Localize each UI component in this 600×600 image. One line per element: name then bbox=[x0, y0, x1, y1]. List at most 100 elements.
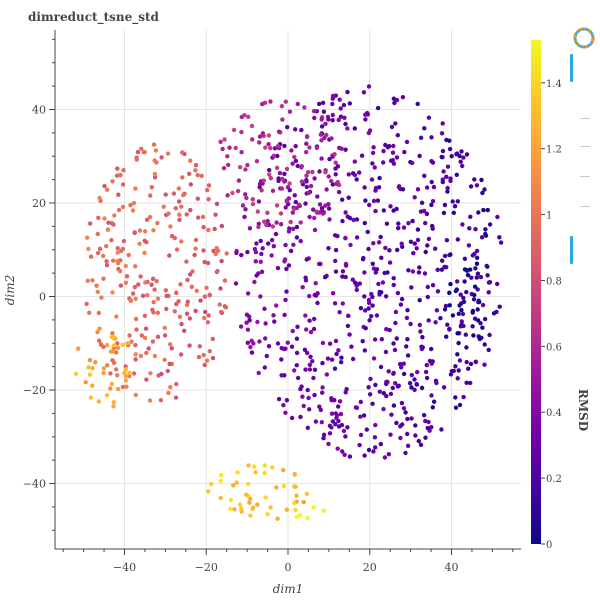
data-point bbox=[383, 142, 388, 148]
bokeh-logo-icon[interactable] bbox=[572, 26, 596, 50]
data-point bbox=[295, 101, 300, 107]
data-point bbox=[152, 158, 157, 163]
data-point bbox=[464, 289, 469, 295]
data-point bbox=[405, 308, 410, 313]
data-point bbox=[90, 366, 95, 371]
data-point bbox=[201, 225, 206, 230]
pan-tool-icon[interactable] bbox=[570, 54, 573, 82]
data-point bbox=[155, 334, 161, 339]
data-point bbox=[180, 175, 185, 180]
data-point bbox=[258, 294, 263, 299]
data-point bbox=[363, 326, 368, 331]
data-point bbox=[473, 227, 478, 232]
data-point bbox=[88, 395, 94, 400]
data-point bbox=[408, 321, 413, 327]
data-point bbox=[326, 174, 331, 179]
data-point bbox=[497, 235, 502, 240]
data-point bbox=[415, 101, 420, 107]
data-point bbox=[367, 392, 373, 397]
data-point bbox=[302, 347, 308, 352]
data-point bbox=[430, 405, 435, 410]
data-point bbox=[398, 302, 404, 307]
data-point bbox=[371, 356, 377, 361]
data-point bbox=[123, 263, 128, 269]
data-point bbox=[283, 242, 288, 248]
data-point bbox=[96, 215, 101, 220]
data-point bbox=[350, 277, 355, 282]
data-point bbox=[104, 263, 110, 268]
data-point bbox=[137, 241, 142, 246]
data-point bbox=[404, 315, 410, 321]
hover-tool-icon[interactable] bbox=[570, 236, 573, 264]
data-point bbox=[274, 220, 279, 225]
data-point bbox=[391, 208, 396, 213]
data-point bbox=[218, 139, 223, 144]
data-point bbox=[345, 323, 351, 329]
data-point bbox=[118, 283, 124, 288]
data-point bbox=[258, 238, 263, 244]
data-point bbox=[468, 380, 473, 386]
data-point bbox=[447, 138, 452, 143]
data-point bbox=[179, 321, 184, 327]
data-point bbox=[387, 248, 392, 253]
data-point bbox=[290, 161, 295, 166]
data-point bbox=[247, 500, 252, 505]
data-point bbox=[460, 311, 466, 317]
data-point bbox=[239, 129, 244, 135]
data-point bbox=[250, 201, 256, 207]
data-point bbox=[115, 246, 120, 251]
data-point bbox=[418, 442, 424, 447]
wheel-zoom-tool-icon[interactable] bbox=[580, 146, 590, 147]
data-point bbox=[312, 227, 318, 233]
data-point bbox=[240, 203, 246, 208]
data-point bbox=[95, 231, 101, 237]
data-point bbox=[312, 215, 317, 221]
data-point bbox=[387, 327, 392, 333]
data-point bbox=[391, 161, 397, 166]
data-point bbox=[370, 161, 375, 166]
data-point bbox=[260, 246, 265, 251]
data-point bbox=[412, 241, 417, 246]
data-point bbox=[421, 413, 427, 418]
data-point bbox=[343, 434, 348, 439]
data-point bbox=[391, 143, 396, 149]
data-point bbox=[310, 359, 315, 364]
data-point bbox=[247, 314, 252, 319]
data-point bbox=[193, 163, 199, 168]
data-point bbox=[293, 127, 298, 132]
data-point bbox=[294, 224, 300, 230]
data-point bbox=[389, 124, 395, 130]
data-point bbox=[303, 313, 308, 318]
data-point bbox=[168, 384, 173, 390]
save-tool-icon[interactable] bbox=[580, 176, 590, 177]
data-point bbox=[312, 115, 317, 121]
data-point bbox=[184, 259, 189, 264]
data-point bbox=[196, 354, 202, 360]
data-point bbox=[167, 361, 172, 367]
data-point bbox=[304, 179, 309, 184]
data-point bbox=[270, 465, 275, 470]
data-point bbox=[300, 394, 305, 399]
box-zoom-tool-icon[interactable] bbox=[580, 118, 590, 119]
colorbar-tick-label: 0.2 bbox=[546, 474, 562, 485]
data-point bbox=[303, 367, 308, 372]
data-point bbox=[264, 222, 269, 228]
data-point bbox=[138, 274, 143, 279]
data-point bbox=[394, 420, 399, 426]
data-point bbox=[294, 514, 299, 519]
x-tick-label: 40 bbox=[445, 561, 459, 574]
data-point bbox=[115, 386, 121, 392]
data-point bbox=[177, 217, 182, 222]
data-point bbox=[447, 146, 453, 152]
reset-tool-icon[interactable] bbox=[580, 206, 590, 207]
data-point bbox=[167, 253, 172, 258]
data-point bbox=[419, 200, 425, 205]
data-point bbox=[319, 117, 324, 122]
data-point bbox=[304, 150, 309, 155]
data-point bbox=[464, 345, 469, 350]
data-point bbox=[250, 505, 256, 510]
data-point bbox=[457, 358, 463, 363]
data-point bbox=[486, 290, 491, 295]
data-point bbox=[404, 344, 409, 349]
